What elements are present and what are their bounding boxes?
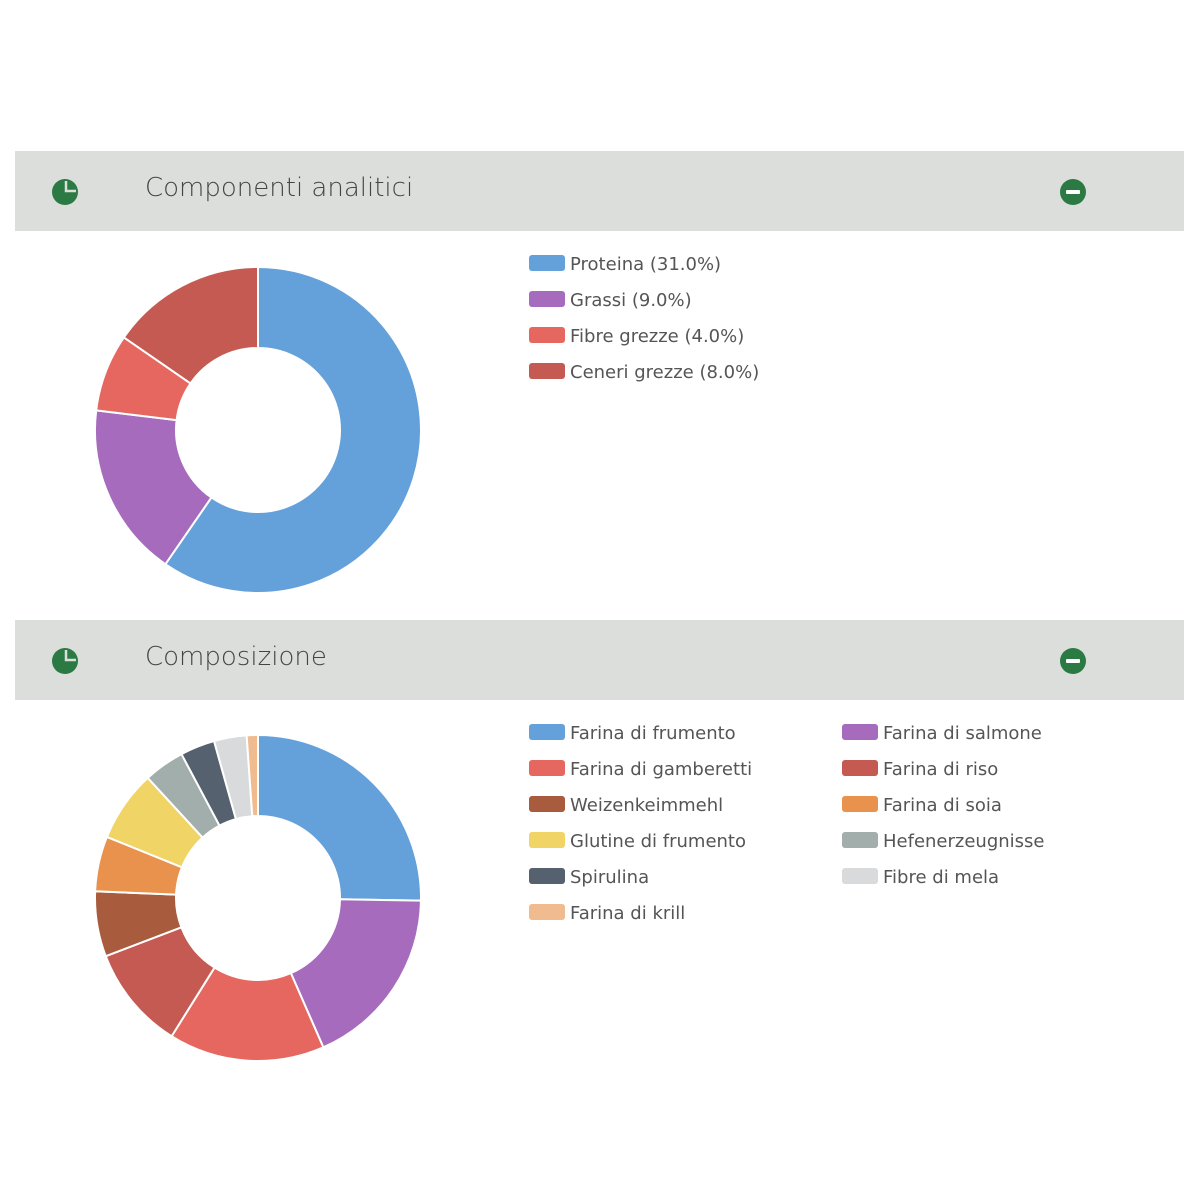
legend-swatch [842,796,878,812]
legend-label: Fibre di mela [883,867,1000,888]
legend-label: Spirulina [570,867,650,888]
legend-item[interactable]: Grassi (9.0%) [529,289,692,313]
legend-label: Farina di krill [570,903,686,924]
legend-item[interactable]: Weizenkeimmehl [529,794,723,818]
donut-chart-composizione [94,733,422,1062]
legend-swatch [529,760,565,776]
donut-slice [245,733,259,818]
legend-item[interactable]: Farina di soia [842,794,1002,818]
legend-swatch [529,796,565,812]
legend-label: Ceneri grezze (8.0%) [570,362,760,383]
legend-label: Grassi (9.0%) [570,290,692,311]
legend-swatch [529,724,565,740]
legend-label: Weizenkeimmehl [570,795,724,816]
legend-label: Glutine di frumento [570,831,747,852]
panel-header-componenti: Componenti analitici [15,151,1184,231]
legend-swatch [529,291,565,307]
donut-slice [257,733,422,902]
collapse-button[interactable] [1060,179,1086,205]
legend-item[interactable]: Glutine di frumento [529,830,746,854]
legend-swatch [842,868,878,884]
collapse-button[interactable] [1060,648,1086,674]
donut-slice [164,265,422,594]
panel-title: Composizione [145,642,327,672]
legend-swatch [842,724,878,740]
legend-swatch [842,760,878,776]
legend-label: Farina di gamberetti [570,759,753,780]
legend-label: Farina di soia [883,795,1002,816]
donut-slice [122,265,259,385]
donut-chart-componenti [94,265,422,594]
legend-swatch [529,255,565,271]
legend-item[interactable]: Ceneri grezze (8.0%) [529,361,759,385]
legend-swatch [529,868,565,884]
legend-label: Farina di salmone [883,723,1042,744]
legend-label: Farina di riso [883,759,999,780]
legend-item[interactable]: Fibre grezze (4.0%) [529,325,744,349]
legend-item[interactable]: Farina di riso [842,758,998,782]
legend-item[interactable]: Spirulina [529,866,649,890]
panel-title: Componenti analitici [145,173,414,203]
pie-chart-icon [52,179,78,205]
legend-item[interactable]: Farina di salmone [842,722,1042,746]
donut-slice [289,898,422,1049]
legend-swatch [529,327,565,343]
legend-swatch [842,832,878,848]
panel-header-composizione: Composizione [15,620,1184,700]
legend-swatch [529,832,565,848]
donut-slice [94,409,213,566]
legend-item[interactable]: Hefenerzeugnisse [842,830,1045,854]
legend-item[interactable]: Farina di krill [529,902,685,926]
legend-item[interactable]: Proteina (31.0%) [529,253,721,277]
legend-item[interactable]: Fibre di mela [842,866,999,890]
legend-item[interactable]: Farina di frumento [529,722,736,746]
legend-swatch [529,363,565,379]
legend-label: Fibre grezze (4.0%) [570,326,745,347]
legend-item[interactable]: Farina di gamberetti [529,758,752,782]
legend-label: Proteina (31.0%) [570,254,722,275]
legend-label: Farina di frumento [570,723,736,744]
legend-swatch [529,904,565,920]
legend-label: Hefenerzeugnisse [883,831,1045,852]
pie-chart-icon [52,648,78,674]
